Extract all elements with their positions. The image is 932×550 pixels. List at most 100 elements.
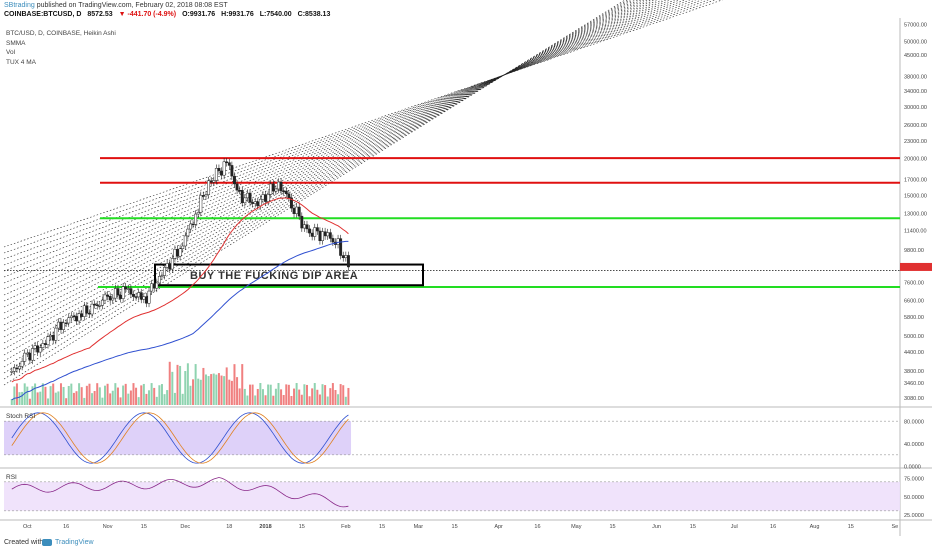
volume-bar — [70, 383, 73, 405]
stoch-rsi-label[interactable]: Stoch RSI — [6, 413, 36, 420]
publish-line: SBtrading published on TradingView.com, … — [4, 2, 228, 9]
fan-line — [3, 0, 634, 368]
time-tick-label: Se — [891, 524, 898, 530]
legend-smma[interactable]: SMMA — [6, 39, 26, 47]
candle-body — [93, 303, 97, 306]
volume-bar — [210, 374, 213, 405]
candle-body — [28, 352, 32, 361]
price-tick-label: 6600.00 — [904, 298, 924, 304]
candle-body — [139, 292, 143, 300]
volume-bar — [116, 387, 119, 405]
fan-line — [3, 0, 691, 278]
fan-line — [3, 0, 636, 362]
candle-body — [248, 192, 252, 203]
candle-body — [274, 188, 278, 192]
time-tick-label: May — [571, 524, 582, 530]
candle-body — [287, 193, 291, 199]
volume-bar — [65, 398, 68, 405]
candle-body — [266, 194, 270, 202]
candle-body — [134, 296, 138, 298]
volume-bar — [326, 396, 329, 405]
candle-body — [124, 286, 128, 290]
candle-body — [126, 288, 130, 290]
candle-body — [88, 312, 91, 315]
volume-bar — [179, 365, 182, 405]
price-tick-label: 57000.00 — [904, 23, 927, 29]
candle-body — [346, 255, 350, 268]
candle-body — [67, 317, 71, 324]
candle-body — [284, 190, 288, 195]
volume-bar — [342, 385, 345, 405]
volume-bar — [344, 396, 347, 405]
candle-body — [331, 238, 335, 243]
candle-body — [64, 322, 68, 325]
volume-bar — [176, 364, 179, 405]
rsi-label[interactable]: RSI — [6, 474, 17, 481]
candle-body — [116, 288, 120, 296]
candle-body — [323, 231, 327, 237]
candle-body — [183, 235, 187, 247]
volume-bar — [272, 395, 275, 405]
fan-line — [3, 0, 680, 290]
time-tick-label: 15 — [690, 524, 696, 530]
volume-bar — [140, 385, 143, 405]
time-tick-label: Dec — [180, 524, 190, 530]
volume-bar — [194, 364, 197, 405]
footer-created: Created with — [4, 539, 44, 546]
volume-bar — [155, 396, 158, 405]
publisher-name[interactable]: SBtrading — [4, 2, 35, 9]
rsi-tick-label: 50.0000 — [904, 495, 924, 501]
candle-body — [157, 276, 161, 284]
volume-bar — [160, 384, 163, 405]
time-tick-label: Nov — [103, 524, 113, 530]
candle-body — [20, 361, 24, 367]
candle-body — [328, 232, 332, 239]
candle-body — [289, 197, 293, 209]
candle-body — [305, 224, 309, 230]
fan-line — [3, 0, 631, 374]
volume-bar — [114, 383, 117, 405]
candle-body — [326, 232, 330, 237]
volume-bar — [220, 375, 223, 405]
volume-bar — [111, 390, 114, 405]
stoch-d-line — [11, 412, 349, 464]
candle-body — [23, 352, 27, 362]
volume-bar — [321, 384, 324, 405]
price-tick-label: 3080.00 — [904, 396, 924, 402]
candle-body — [264, 194, 267, 202]
volume-bar — [103, 385, 106, 405]
fan-line — [3, 0, 667, 308]
candle-body — [220, 170, 223, 176]
candle-body — [69, 315, 73, 318]
volume-bar — [311, 388, 314, 405]
candle-body — [230, 165, 234, 177]
volume-bar — [202, 367, 205, 405]
legend-tux[interactable]: TUX 4 MA — [6, 58, 36, 66]
volume-bar — [124, 383, 127, 405]
fan-line — [3, 0, 723, 248]
candle-body — [98, 305, 102, 307]
candle-body — [315, 227, 319, 232]
volume-bar — [31, 386, 34, 405]
legend-vol[interactable]: Vol — [6, 49, 16, 56]
volume-bar — [290, 395, 293, 405]
candle-body — [51, 334, 55, 341]
price-tick-label: 13000.00 — [904, 212, 927, 218]
time-tick-label: Jul — [731, 524, 738, 530]
candle-body — [199, 195, 203, 213]
volume-bar — [261, 389, 264, 405]
candle-body — [178, 248, 182, 257]
price-tick-label: 9800.00 — [904, 248, 924, 254]
candle-body — [189, 223, 192, 230]
candle-body — [191, 223, 195, 226]
volume-bar — [313, 383, 316, 405]
candle-body — [100, 299, 104, 306]
price-pane — [0, 22, 900, 407]
footer-brand[interactable]: TradingView — [55, 539, 94, 546]
tradingview-logo-icon — [42, 539, 52, 546]
candle-body — [41, 343, 45, 348]
candle-body — [204, 194, 208, 197]
candle-body — [56, 321, 60, 329]
volume-bar — [230, 380, 233, 405]
time-tick-label: Apr — [494, 524, 503, 530]
